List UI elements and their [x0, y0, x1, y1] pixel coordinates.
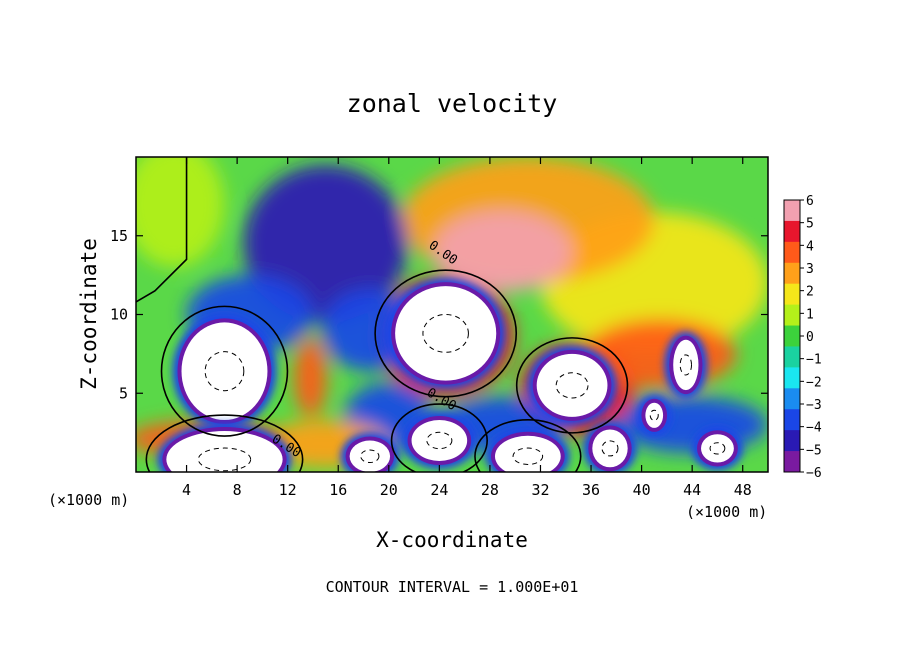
- zero-contour: [474, 418, 582, 472]
- saturated-region: [386, 278, 506, 389]
- negative-contour: [426, 431, 453, 450]
- core: [395, 286, 497, 381]
- core: [181, 322, 268, 421]
- saturated-region: [527, 345, 617, 425]
- colorbar-tick-label: −4: [806, 421, 822, 436]
- negative-contour: [422, 314, 469, 353]
- colorbar-tick-label: 6: [806, 194, 814, 209]
- x-tick-label: 48: [734, 481, 752, 499]
- saturated-region: [340, 432, 400, 472]
- saturated-regions: [157, 278, 743, 472]
- negative-contour: [601, 440, 619, 457]
- core: [349, 440, 391, 472]
- colorbar-tick-label: 5: [806, 217, 814, 232]
- negative-contour: [360, 449, 380, 464]
- colorbar-swatch: [784, 200, 800, 222]
- saturated-region: [402, 412, 477, 469]
- saturated-region: [664, 331, 708, 399]
- x-axis-label: X-coordinate: [376, 528, 528, 552]
- saturated-region: [172, 314, 277, 429]
- x-unit-right: (×1000 m): [686, 503, 767, 521]
- core: [166, 431, 283, 472]
- colorbar: 6 5 4 3 2 1 0 −1 −2 −3 −4 −5 −6: [783, 194, 822, 481]
- zero-contour: [145, 414, 304, 472]
- core: [592, 429, 628, 468]
- y-tick-label: 10: [110, 306, 128, 324]
- x-tick-label: 24: [430, 481, 448, 499]
- core: [411, 420, 468, 461]
- negative-contour: [709, 442, 726, 455]
- field-region: [136, 157, 225, 268]
- x-tick-label: 44: [683, 481, 701, 499]
- zero-contour: [136, 157, 188, 303]
- colorbar-tick-label: −6: [806, 466, 822, 481]
- core: [645, 402, 664, 428]
- colorbar-swatch: [784, 220, 800, 243]
- core: [536, 353, 608, 417]
- x-tick-label: 4: [182, 481, 191, 499]
- negative-contour: [512, 447, 544, 465]
- colorbar-swatch: [784, 241, 800, 264]
- negative-contour: [197, 447, 252, 472]
- zero-contour: [374, 269, 518, 398]
- saturated-region: [157, 423, 292, 472]
- x-tick-label: 8: [233, 481, 242, 499]
- colorbar-swatch: [784, 262, 800, 285]
- field-region: [294, 338, 327, 417]
- x-tick-label: 32: [531, 481, 549, 499]
- core: [494, 435, 561, 472]
- colorbar-swatch: [784, 346, 800, 368]
- y-tick-label: 5: [119, 384, 128, 402]
- colorbar-swatch: [784, 367, 800, 389]
- colorbar-tick-label: −2: [806, 375, 822, 390]
- core: [701, 434, 734, 463]
- colorbar-tick-label: −5: [806, 443, 822, 458]
- core: [673, 339, 699, 391]
- negative-contour: [679, 354, 693, 376]
- saturated-region: [692, 426, 743, 471]
- chart-title: zonal velocity: [347, 89, 558, 118]
- x-tick-label: 20: [380, 481, 398, 499]
- negative-contour: [204, 351, 245, 392]
- contour-interval-note: CONTOUR INTERVAL = 1.000E+01: [326, 578, 579, 596]
- colorbar-tick-label: 1: [806, 307, 814, 322]
- x-tick-label: 28: [481, 481, 499, 499]
- negative-contour: [649, 409, 659, 421]
- zero-contour: [390, 403, 488, 472]
- x-unit-left: (×1000 m): [48, 491, 129, 509]
- x-tick-label: 12: [279, 481, 297, 499]
- field-region: [433, 210, 573, 293]
- zero-contours: [136, 157, 629, 472]
- y-axis-label: Z-coordinate: [77, 238, 101, 390]
- zero-contour: [160, 305, 289, 437]
- y-tick-label: 15: [110, 227, 128, 245]
- colorbar-swatch: [784, 409, 800, 431]
- saturated-region: [485, 427, 570, 472]
- x-tick-label: 16: [329, 481, 347, 499]
- colorbar-tick-label: −1: [806, 353, 822, 368]
- x-axis-ticks: 4 8 12 16 20 24 28 32 36 40 44 48: [182, 157, 752, 499]
- colorbar-swatch: [784, 388, 800, 410]
- x-tick-label: 40: [633, 481, 651, 499]
- saturated-region: [636, 394, 673, 436]
- colorbar-tick-label: 2: [806, 285, 814, 300]
- negative-contour: [555, 372, 589, 399]
- saturated-region: [583, 421, 637, 472]
- y-axis-ticks: 5 10 15: [110, 227, 768, 402]
- x-tick-label: 36: [582, 481, 600, 499]
- colorbar-swatch: [784, 283, 800, 306]
- colorbar-swatch: [784, 430, 800, 452]
- colorbar-swatch: [784, 325, 800, 347]
- colorbar-swatch: [784, 304, 800, 327]
- colorbar-swatch: [784, 451, 800, 473]
- colorbar-tick-label: 3: [806, 262, 814, 277]
- colorbar-tick-label: 4: [806, 239, 814, 254]
- zero-contour: [515, 337, 629, 434]
- colorbar-tick-label: −3: [806, 398, 822, 413]
- plot-area: [136, 157, 768, 472]
- colorbar-tick-label: 0: [806, 330, 814, 345]
